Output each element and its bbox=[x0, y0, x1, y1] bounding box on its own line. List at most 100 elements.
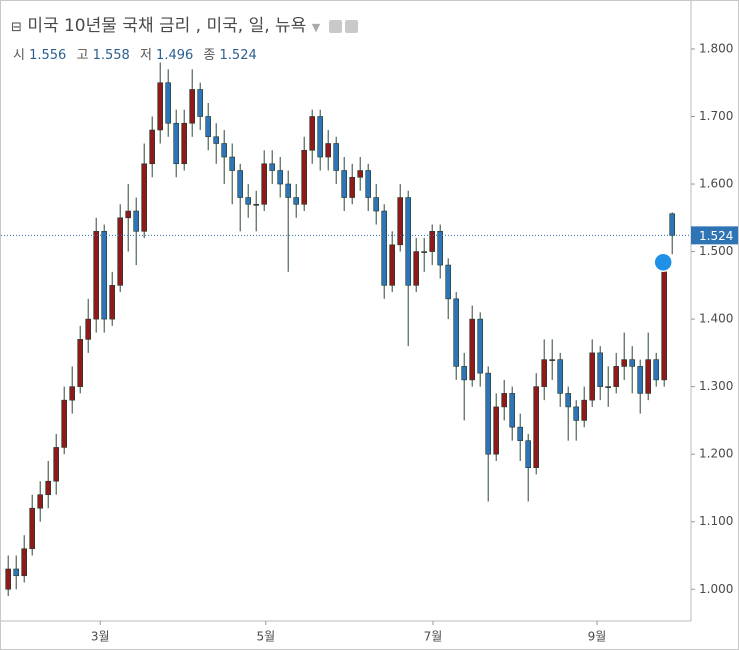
position-marker bbox=[653, 252, 673, 273]
candle-body bbox=[341, 170, 348, 198]
candle-body bbox=[141, 163, 147, 232]
close-value: 1.524 bbox=[219, 48, 257, 63]
open-label: 시 bbox=[13, 48, 25, 63]
y-tick-label: 1.700 bbox=[699, 109, 733, 123]
candle-body bbox=[525, 440, 532, 468]
candle-body bbox=[349, 176, 356, 198]
candle-body bbox=[365, 170, 372, 198]
candle-body bbox=[53, 447, 60, 482]
candle-body bbox=[653, 359, 660, 381]
candle-body bbox=[221, 143, 227, 158]
candle-body bbox=[509, 393, 516, 428]
candle-body bbox=[205, 116, 211, 138]
candle-body bbox=[29, 507, 36, 550]
candle-body bbox=[469, 318, 476, 381]
candle-body bbox=[533, 386, 540, 468]
candle-body bbox=[317, 116, 324, 158]
candle-body bbox=[429, 231, 436, 252]
candle-body bbox=[157, 82, 163, 131]
candle-body bbox=[549, 359, 556, 361]
candle-body bbox=[277, 170, 284, 185]
candle-body bbox=[133, 210, 139, 232]
candle-body bbox=[453, 298, 460, 367]
last-price-box bbox=[691, 226, 738, 245]
open-value: 1.556 bbox=[29, 48, 67, 63]
candle-body bbox=[69, 386, 75, 401]
eye-icon[interactable] bbox=[328, 19, 342, 33]
close-label: 종 bbox=[203, 48, 216, 63]
candle-body bbox=[493, 406, 500, 455]
candle-body bbox=[629, 359, 636, 367]
candle-body bbox=[101, 231, 107, 320]
low-label: 저 bbox=[139, 48, 152, 63]
last-price-label: 1.524 bbox=[699, 229, 733, 243]
candle-body bbox=[517, 426, 524, 441]
candle-body bbox=[461, 366, 468, 381]
x-tick-label: 3월 bbox=[91, 630, 110, 644]
candle-body bbox=[325, 143, 332, 158]
candle-body bbox=[117, 217, 123, 286]
candle-body bbox=[77, 339, 83, 387]
candle-body bbox=[189, 89, 195, 124]
candle-body bbox=[557, 359, 564, 394]
candle-body bbox=[637, 366, 644, 394]
candle-body bbox=[389, 244, 396, 286]
x-tick-label: 5월 bbox=[256, 630, 275, 644]
candle-body bbox=[261, 163, 268, 205]
candle-body bbox=[93, 231, 99, 320]
y-tick-label: 1.400 bbox=[699, 312, 733, 326]
chart-title: 미국 10년물 국채 금리 , 미국, 일, 뉴욕 bbox=[27, 16, 307, 36]
candle-body bbox=[45, 480, 52, 496]
candle-body bbox=[213, 136, 219, 144]
candle-body bbox=[541, 359, 548, 387]
candle-body bbox=[13, 568, 19, 577]
candle-body bbox=[85, 318, 91, 340]
x-tick-label: 9월 bbox=[588, 630, 607, 644]
candle-body bbox=[597, 352, 604, 387]
candle-body bbox=[357, 170, 364, 178]
y-tick-label: 1.000 bbox=[699, 582, 733, 596]
candle-body bbox=[181, 122, 187, 165]
candle-body bbox=[581, 399, 588, 421]
candle-body bbox=[437, 231, 444, 266]
candle-body bbox=[669, 213, 676, 236]
y-tick-label: 1.500 bbox=[699, 244, 733, 258]
candle-body bbox=[621, 359, 628, 367]
candle-body bbox=[237, 170, 243, 198]
dropdown-arrow[interactable]: ▼ bbox=[311, 21, 321, 34]
candle-body bbox=[253, 203, 259, 206]
candle-body bbox=[445, 264, 452, 300]
candle-body bbox=[413, 251, 420, 286]
y-tick-label: 1.100 bbox=[699, 514, 733, 528]
candle-body bbox=[293, 197, 300, 205]
candle-body bbox=[229, 156, 235, 171]
candle-body bbox=[173, 122, 179, 165]
candle-body bbox=[301, 149, 308, 205]
high-value: 1.558 bbox=[92, 48, 130, 63]
candle-body bbox=[245, 197, 251, 205]
candle-body bbox=[61, 399, 68, 448]
ohlc-legend: 시 1.556 고 1.558 저 1.496 종 1.524 bbox=[13, 44, 263, 63]
candle-body bbox=[501, 393, 508, 408]
candle-body bbox=[421, 251, 428, 253]
settings-icon[interactable] bbox=[344, 19, 358, 33]
candle-body bbox=[373, 197, 380, 212]
y-tick-label: 1.300 bbox=[699, 379, 733, 393]
candle-body bbox=[197, 89, 203, 117]
y-tick-label: 1.800 bbox=[699, 41, 733, 55]
collapse-icon[interactable]: ⊟ bbox=[11, 20, 22, 35]
candle-body bbox=[661, 271, 668, 381]
candle-body bbox=[21, 548, 28, 577]
header: ⊟ 미국 10년물 국채 금리 , 미국, 일, 뉴욕 ▼ bbox=[9, 11, 360, 36]
candle-body bbox=[309, 116, 316, 151]
y-tick-label: 1.200 bbox=[699, 447, 733, 461]
candle-body bbox=[333, 143, 340, 171]
low-value: 1.496 bbox=[156, 48, 194, 63]
candle-body bbox=[125, 210, 131, 219]
candle-body bbox=[645, 359, 652, 394]
candle-body bbox=[269, 163, 276, 171]
candle-body bbox=[589, 352, 596, 401]
candle-body bbox=[381, 210, 388, 286]
